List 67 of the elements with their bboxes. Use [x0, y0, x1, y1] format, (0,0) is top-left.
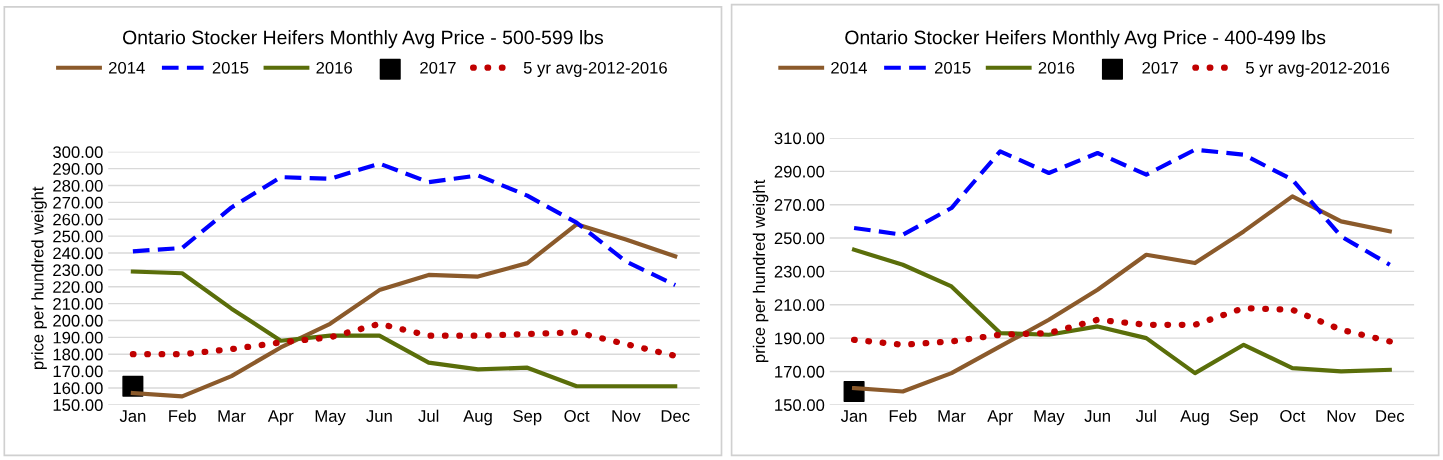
legend-label: 2016 [1038, 61, 1075, 74]
y-tick-label: 180.00 [53, 348, 103, 361]
y-tick-label: 150.00 [53, 399, 103, 411]
x-tick-label: May [315, 410, 346, 426]
x-tick-label: Feb [169, 409, 196, 422]
y-tick-label: 190.00 [53, 331, 103, 344]
x-tick-label: May [1034, 410, 1065, 426]
y-tick-label: 270.00 [774, 199, 825, 211]
y-tick-label: 220.00 [53, 281, 103, 293]
x-tick-label: Mar [938, 410, 966, 422]
x-tick-label: Aug [1180, 410, 1209, 426]
x-tick-label: Feb [889, 409, 917, 422]
line-series [130, 269, 678, 389]
y-tick-label: 260.00 [53, 213, 103, 226]
x-tick-label: Nov [1327, 410, 1356, 422]
x-tick-label: Jun [366, 410, 392, 422]
x-tick-label: Jan [840, 410, 867, 422]
x-tick-label: Dec [1376, 410, 1405, 422]
x-tick-label: Apr [267, 410, 294, 426]
x-tick-label: Jul [418, 409, 439, 422]
y-tick-label: 270.00 [53, 196, 103, 209]
y-tick-label: 230.00 [774, 265, 825, 278]
legend-label: 5 yr avg-2012-2016 [523, 61, 667, 77]
x-tick-label: Dec [661, 410, 690, 422]
legend-label: 2017 [1142, 61, 1178, 74]
x-tick-label: Oct [1280, 410, 1306, 422]
legend-label: 2014 [831, 61, 867, 74]
x-tick-label: Sep [1229, 410, 1258, 426]
y-tick-label: 170.00 [53, 365, 103, 378]
y-tick-label: 170.00 [775, 365, 825, 378]
y-tick-label: 190.00 [775, 332, 825, 345]
y-tick-label: 250.00 [774, 232, 825, 245]
legend-label: 2014 [109, 61, 145, 74]
y-tick-label: 280.00 [53, 179, 103, 192]
y-tick-label: 230.00 [53, 264, 103, 277]
y-tick-label: 250.00 [53, 230, 103, 243]
y-axis-title: price per hundred weight [752, 179, 769, 363]
x-tick-label: Jun [1084, 410, 1110, 422]
y-tick-label: 210.00 [774, 299, 825, 311]
y-tick-label: 300.00 [53, 146, 103, 158]
legend-label: 2016 [316, 61, 352, 74]
x-tick-label: Apr [987, 410, 1013, 426]
legend-label: 2015 [212, 61, 249, 74]
x-tick-label: Nov [612, 410, 641, 422]
line-series [851, 247, 1392, 376]
x-tick-label: Jul [1135, 409, 1156, 422]
y-tick-label: 290.00 [53, 163, 103, 175]
y-tick-label: 240.00 [53, 247, 103, 260]
line-series [851, 147, 1392, 267]
y-tick-label: 150.00 [775, 399, 825, 411]
chart-title: Ontario Stocker Heifers Monthly Avg Price - 400-499 lbs [845, 30, 1326, 49]
legend-label: 5 yr avg-2012-2016 [1246, 61, 1390, 77]
y-tick-label: 310.00 [774, 132, 825, 145]
y-axis-title: price per hundred weight [31, 186, 47, 369]
y-tick-label: 160.00 [53, 382, 103, 395]
x-tick-label: Aug [463, 410, 492, 426]
line-series [130, 161, 678, 288]
x-tick-label: Jan [119, 410, 146, 422]
legend-label: 2015 [934, 61, 971, 74]
x-tick-label: Sep [513, 410, 542, 426]
y-tick-label: 210.00 [53, 298, 103, 310]
x-tick-label: Mar [218, 410, 246, 422]
y-tick-label: 200.00 [53, 314, 103, 327]
x-tick-label: Oct [564, 410, 590, 422]
chart-title: Ontario Stocker Heifers Monthly Avg Price - 500-599 lbs [123, 30, 604, 49]
legend-label: 2017 [420, 61, 456, 74]
y-tick-label: 290.00 [774, 165, 825, 178]
